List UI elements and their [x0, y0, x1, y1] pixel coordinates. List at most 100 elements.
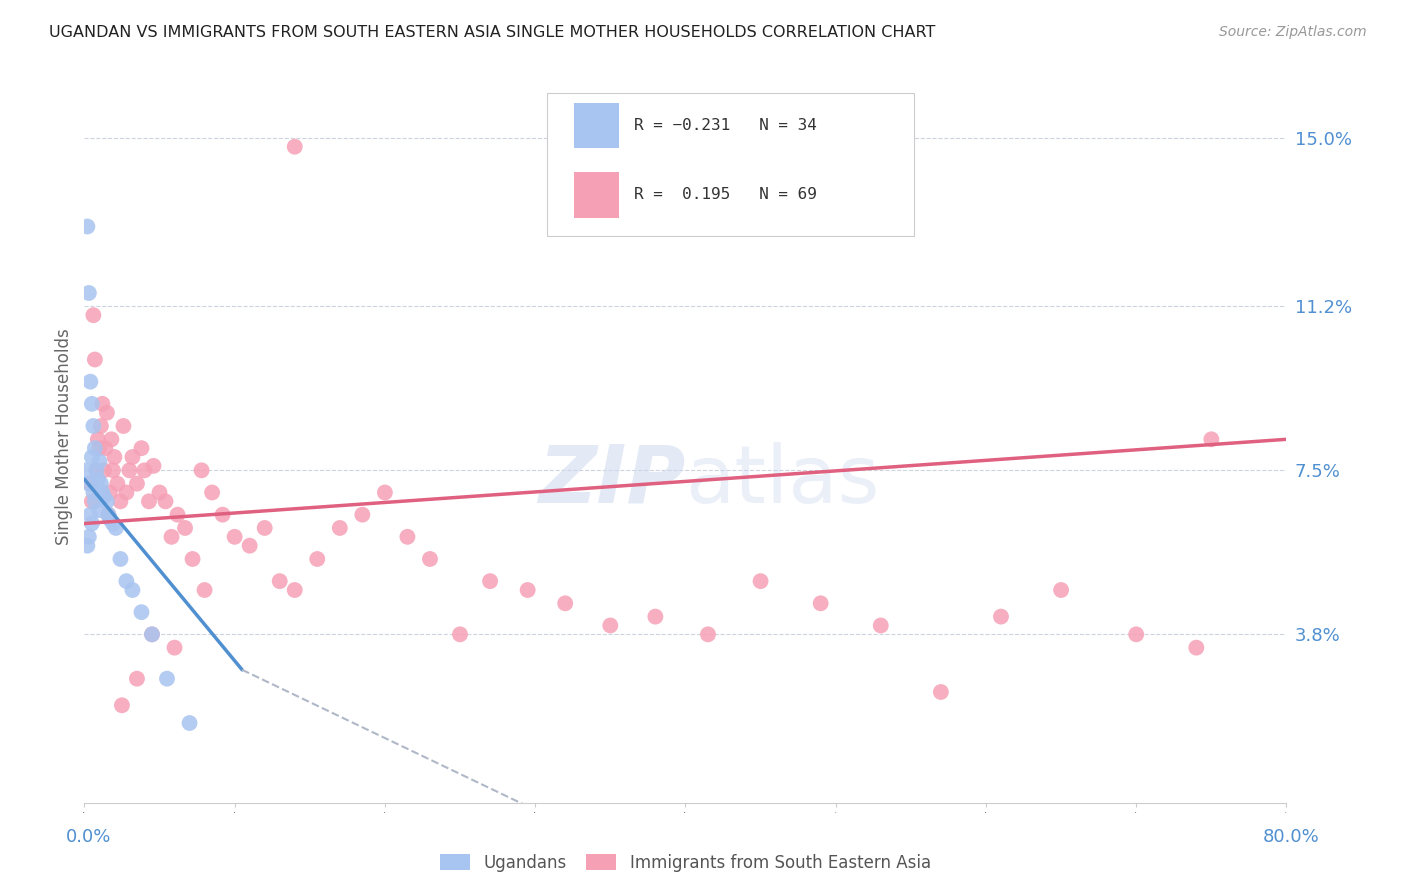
Point — [90, 419, 112, 434]
Point — [118, 463, 141, 477]
Point — [79, 476, 101, 491]
Point — [125, 672, 148, 686]
Point — [100, 432, 122, 446]
Point — [93, 463, 115, 477]
Point — [201, 485, 224, 500]
Point — [86, 463, 108, 477]
Text: R = −0.231   N = 34: R = −0.231 N = 34 — [634, 118, 817, 133]
Point — [166, 508, 188, 522]
Point — [269, 574, 291, 589]
Point — [749, 574, 772, 589]
Text: R =  0.195   N = 69: R = 0.195 N = 69 — [634, 187, 817, 202]
Point — [516, 582, 538, 597]
Point — [134, 463, 156, 477]
Point — [284, 582, 307, 597]
Point — [83, 494, 105, 508]
Point — [112, 419, 135, 434]
Point — [111, 698, 134, 713]
Bar — [574, 103, 619, 148]
Point — [141, 627, 163, 641]
Point — [329, 521, 352, 535]
Point — [101, 516, 124, 531]
Point — [125, 476, 148, 491]
Point — [101, 463, 124, 477]
Point — [869, 618, 891, 632]
Point — [142, 458, 165, 473]
Text: Source: ZipAtlas.com: Source: ZipAtlas.com — [1219, 25, 1367, 39]
Point — [83, 352, 105, 367]
Point — [156, 672, 179, 686]
Point — [79, 508, 101, 522]
Point — [697, 627, 720, 641]
Point — [419, 552, 441, 566]
Point — [97, 508, 120, 522]
Point — [1050, 582, 1073, 597]
Point — [115, 485, 138, 500]
Point — [77, 285, 100, 300]
Point — [87, 472, 110, 486]
FancyBboxPatch shape — [547, 94, 914, 235]
Point — [82, 485, 104, 500]
Point — [160, 530, 183, 544]
Point — [253, 521, 276, 535]
Point — [107, 476, 129, 491]
Point — [91, 485, 114, 500]
Text: ZIP: ZIP — [538, 442, 686, 520]
Point — [110, 552, 132, 566]
Point — [141, 627, 163, 641]
Point — [599, 618, 621, 632]
Point — [148, 485, 170, 500]
Text: atlas: atlas — [686, 442, 880, 520]
Point — [479, 574, 502, 589]
Point — [80, 516, 103, 531]
Bar — [574, 172, 619, 218]
Point — [155, 494, 177, 508]
Point — [131, 441, 153, 455]
Point — [929, 685, 952, 699]
Point — [96, 494, 118, 508]
Point — [103, 450, 125, 464]
Point — [104, 521, 127, 535]
Point — [284, 139, 307, 153]
Point — [87, 432, 110, 446]
Point — [224, 530, 246, 544]
Point — [644, 609, 666, 624]
Point — [89, 441, 111, 455]
Point — [80, 397, 103, 411]
Point — [449, 627, 471, 641]
Point — [179, 716, 201, 731]
Point — [89, 503, 111, 517]
Point — [83, 441, 105, 455]
Point — [307, 552, 329, 566]
Point — [89, 454, 111, 468]
Point — [211, 508, 233, 522]
Point — [131, 605, 153, 619]
Text: 0.0%: 0.0% — [66, 828, 111, 846]
Point — [94, 441, 117, 455]
Point — [352, 508, 374, 522]
Point — [239, 539, 262, 553]
Point — [1201, 432, 1223, 446]
Point — [810, 596, 832, 610]
Point — [163, 640, 186, 655]
Point — [76, 539, 98, 553]
Text: 80.0%: 80.0% — [1263, 828, 1319, 846]
Point — [374, 485, 396, 500]
Point — [97, 508, 120, 522]
Point — [80, 494, 103, 508]
Point — [181, 552, 204, 566]
Point — [75, 463, 97, 477]
Point — [396, 530, 419, 544]
Point — [86, 463, 108, 477]
Point — [93, 490, 115, 504]
Point — [82, 308, 104, 322]
Point — [110, 494, 132, 508]
Point — [138, 494, 160, 508]
Text: UGANDAN VS IMMIGRANTS FROM SOUTH EASTERN ASIA SINGLE MOTHER HOUSEHOLDS CORRELATI: UGANDAN VS IMMIGRANTS FROM SOUTH EASTERN… — [49, 25, 935, 40]
Point — [190, 463, 212, 477]
Point — [80, 450, 103, 464]
Point — [194, 582, 217, 597]
Point — [90, 476, 112, 491]
Y-axis label: Single Mother Households: Single Mother Households — [55, 329, 73, 545]
Legend: Ugandans, Immigrants from South Eastern Asia: Ugandans, Immigrants from South Eastern … — [433, 847, 938, 879]
